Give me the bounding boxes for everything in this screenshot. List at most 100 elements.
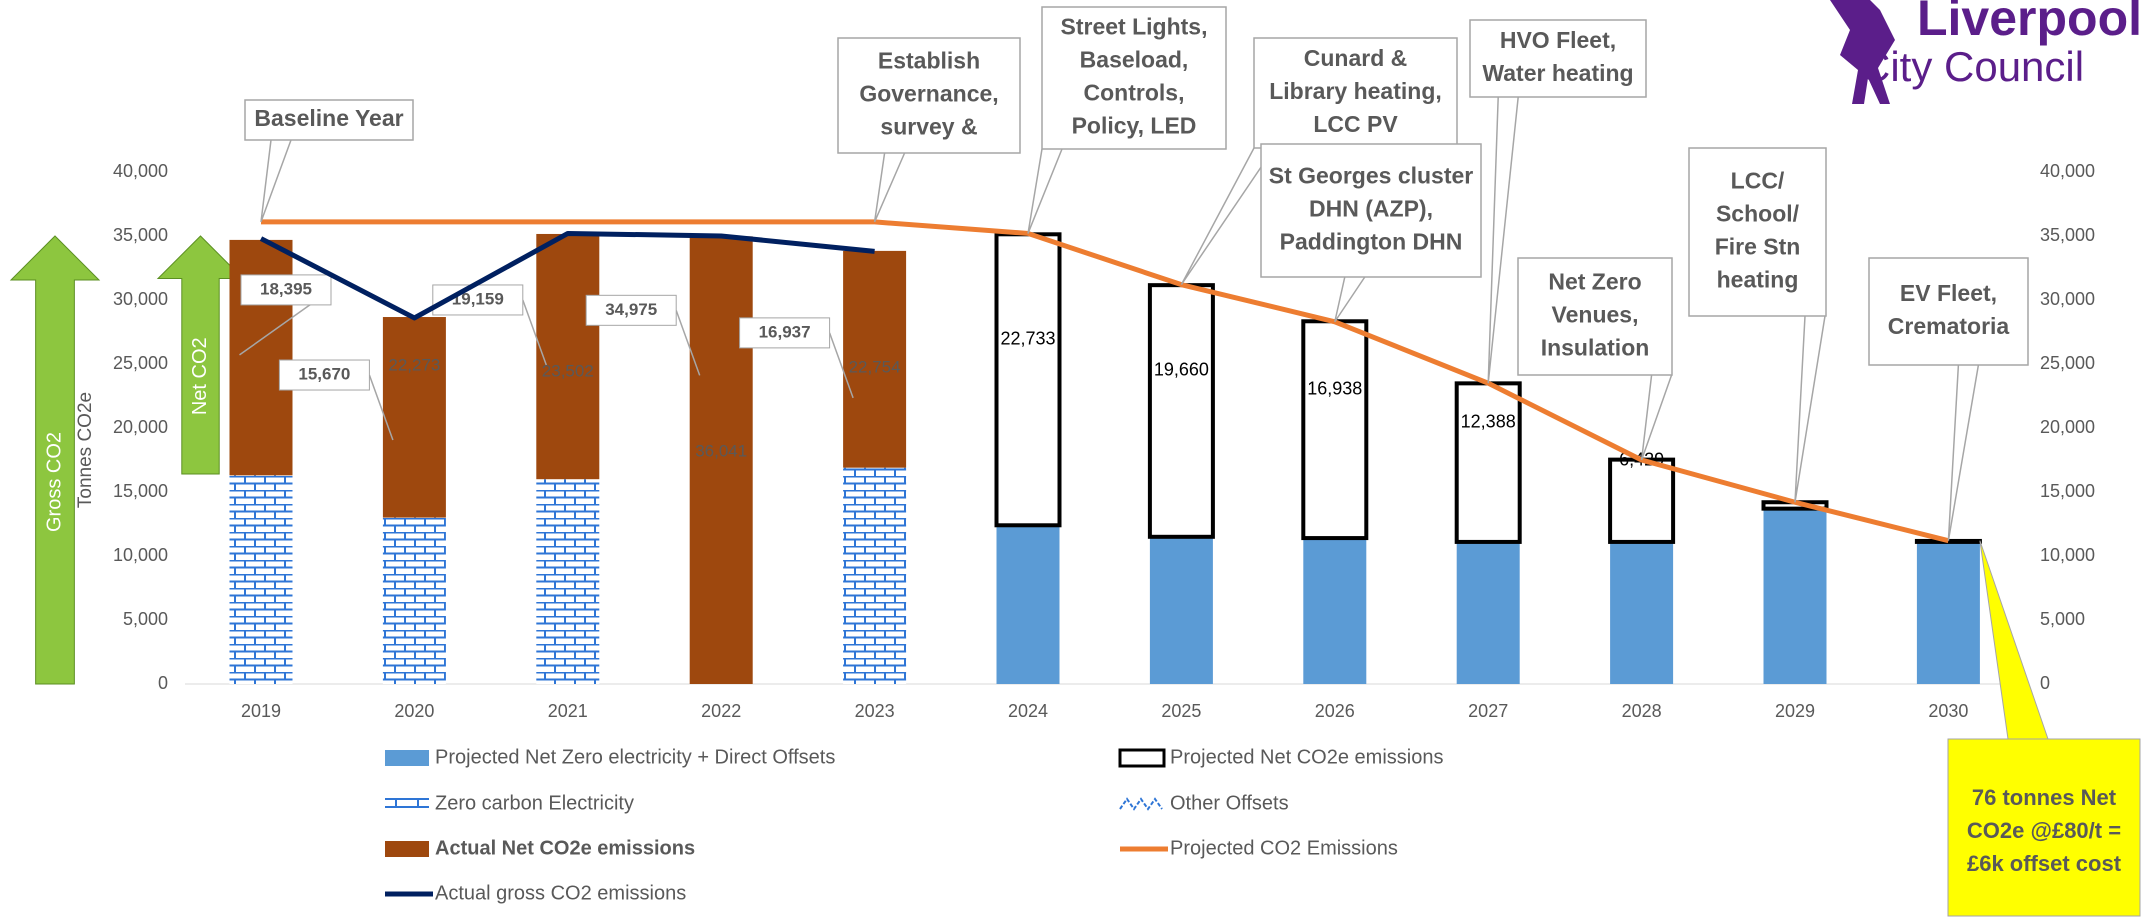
y-tick-label: 25,000: [113, 353, 168, 373]
note-text: 76 tonnes Net: [1972, 785, 2117, 810]
bar-segment: [1454, 381, 1522, 544]
callout-box: [585, 294, 677, 326]
callout-text: Net Zero: [1548, 269, 1641, 295]
legend-label: Zero carbon Electricity: [435, 792, 634, 814]
callout-text: Venues,: [1552, 302, 1639, 328]
y-tick-label: 20,000: [113, 417, 168, 437]
bar-note: 36,041: [695, 441, 747, 460]
bar-note: 23,502: [542, 361, 594, 380]
callout-text: Policy, LED: [1072, 113, 1197, 139]
bar-segment: [1149, 536, 1213, 684]
y-tick-label: 15,000: [113, 481, 168, 501]
legend-swatch: [385, 750, 429, 766]
legend-label: Other Offsets: [1170, 792, 1289, 814]
y-tick-label: 10,000: [113, 545, 168, 565]
callout-pointer: [1640, 374, 1673, 461]
bar-segment: [689, 236, 753, 684]
bar-segment: [229, 475, 293, 684]
bar-value-label: 16,937: [759, 322, 811, 341]
bar-value-label: 18,395: [260, 279, 312, 298]
callout-box: [1469, 19, 1647, 98]
bar-segment: [1301, 319, 1369, 541]
bar-value-label: 15,670: [298, 365, 350, 384]
callout-text: HVO Fleet,: [1500, 27, 1616, 53]
callout-text: St Georges cluster: [1269, 163, 1474, 189]
bar-segment: [1608, 457, 1676, 544]
callout-box: [1260, 143, 1482, 278]
y-tick-label: 35,000: [113, 225, 168, 245]
x-tick-label: 2026: [1315, 701, 1355, 721]
callout-box: [1868, 257, 2029, 366]
callout-text: Insulation: [1541, 335, 1650, 361]
bar-segment: [1916, 541, 1980, 684]
bar-note: 22,273: [388, 355, 440, 374]
x-tick-label: 2020: [394, 701, 434, 721]
note-text: CO2e @£80/t =: [1967, 818, 2121, 843]
y-tick-label: 25,000: [2040, 353, 2095, 373]
legend-label: Actual gross CO2 emissions: [435, 882, 686, 904]
y-tick-label: 35,000: [2040, 225, 2095, 245]
x-tick-label: 2028: [1622, 701, 1662, 721]
callout-text: Library heating,: [1269, 78, 1442, 104]
bar-value-label: 19,159: [452, 289, 504, 308]
y-tick-label: 30,000: [2040, 289, 2095, 309]
bar-value-label: 19,660: [1154, 360, 1209, 380]
legend-label: Actual Net CO2e emissions: [435, 837, 695, 859]
callout-text: School/: [1716, 201, 1800, 227]
callout-leader: [368, 374, 394, 441]
callout-pointer: [1027, 148, 1063, 234]
y-tick-label: 0: [158, 673, 168, 693]
legend-swatch: [385, 841, 429, 857]
line-series: [259, 230, 875, 321]
x-tick-label: 2029: [1775, 701, 1815, 721]
y-tick-label: 40,000: [2040, 161, 2095, 181]
note-pointer: [1979, 540, 2049, 740]
callout-pointer: [260, 139, 292, 223]
logo-title: Liverpool: [1917, 0, 2142, 46]
callout-pointer: [1487, 96, 1519, 384]
callout-text: LCC/: [1731, 168, 1785, 194]
x-tick-label: 2021: [548, 701, 588, 721]
callout-text: Cunard &: [1304, 45, 1408, 71]
y-tick-label: 10,000: [2040, 545, 2095, 565]
callout-box: [1041, 6, 1227, 150]
legend-label: Projected CO2 Emissions: [1170, 837, 1398, 859]
bar-segment: [382, 517, 446, 684]
callout-pointer: [1794, 315, 1826, 503]
y-tick-label: 5,000: [123, 609, 168, 629]
bar-value-label: 16,938: [1307, 378, 1362, 398]
bar-segment: [1763, 508, 1827, 684]
callout-pointer: [873, 152, 906, 223]
legend-label: Projected Net CO2e emissions: [1170, 746, 1443, 768]
callout-text: Street Lights,: [1061, 14, 1208, 40]
callout-leader: [675, 310, 701, 376]
x-tick-label: 2023: [855, 701, 895, 721]
callout-box: [1253, 37, 1458, 149]
callout-pointer: [1334, 276, 1366, 323]
callout-text: heating: [1717, 267, 1799, 293]
y-tick-label: 30,000: [113, 289, 168, 309]
y-tick-label: 5,000: [2040, 609, 2085, 629]
bar-segment: [1914, 538, 1982, 544]
legend-swatch: [1118, 748, 1166, 768]
callout-text: EV Fleet,: [1900, 280, 1997, 306]
legend-label: Projected Net Zero electricity + Direct …: [435, 746, 835, 768]
callout-pointer: [1947, 364, 1980, 541]
callout-text: Controls,: [1084, 80, 1185, 106]
y-axis-label: Tonnes CO2e: [75, 392, 96, 508]
callout-text: Water heating: [1482, 60, 1633, 86]
bar-value-label: 12,388: [1461, 411, 1516, 431]
callout-pointer: [1180, 147, 1275, 286]
arrow: [9, 235, 101, 685]
bar-segment: [536, 233, 600, 480]
callout-leader: [522, 299, 548, 366]
x-tick-label: 2027: [1468, 701, 1508, 721]
bar-segment: [843, 467, 907, 684]
callout-box: [240, 274, 332, 306]
legend-swatch: [385, 798, 429, 808]
x-tick-label: 2019: [241, 701, 281, 721]
callout-text: survey &: [880, 114, 977, 140]
bar-segment: [843, 250, 907, 468]
callout-text: Crematoria: [1888, 313, 2010, 339]
